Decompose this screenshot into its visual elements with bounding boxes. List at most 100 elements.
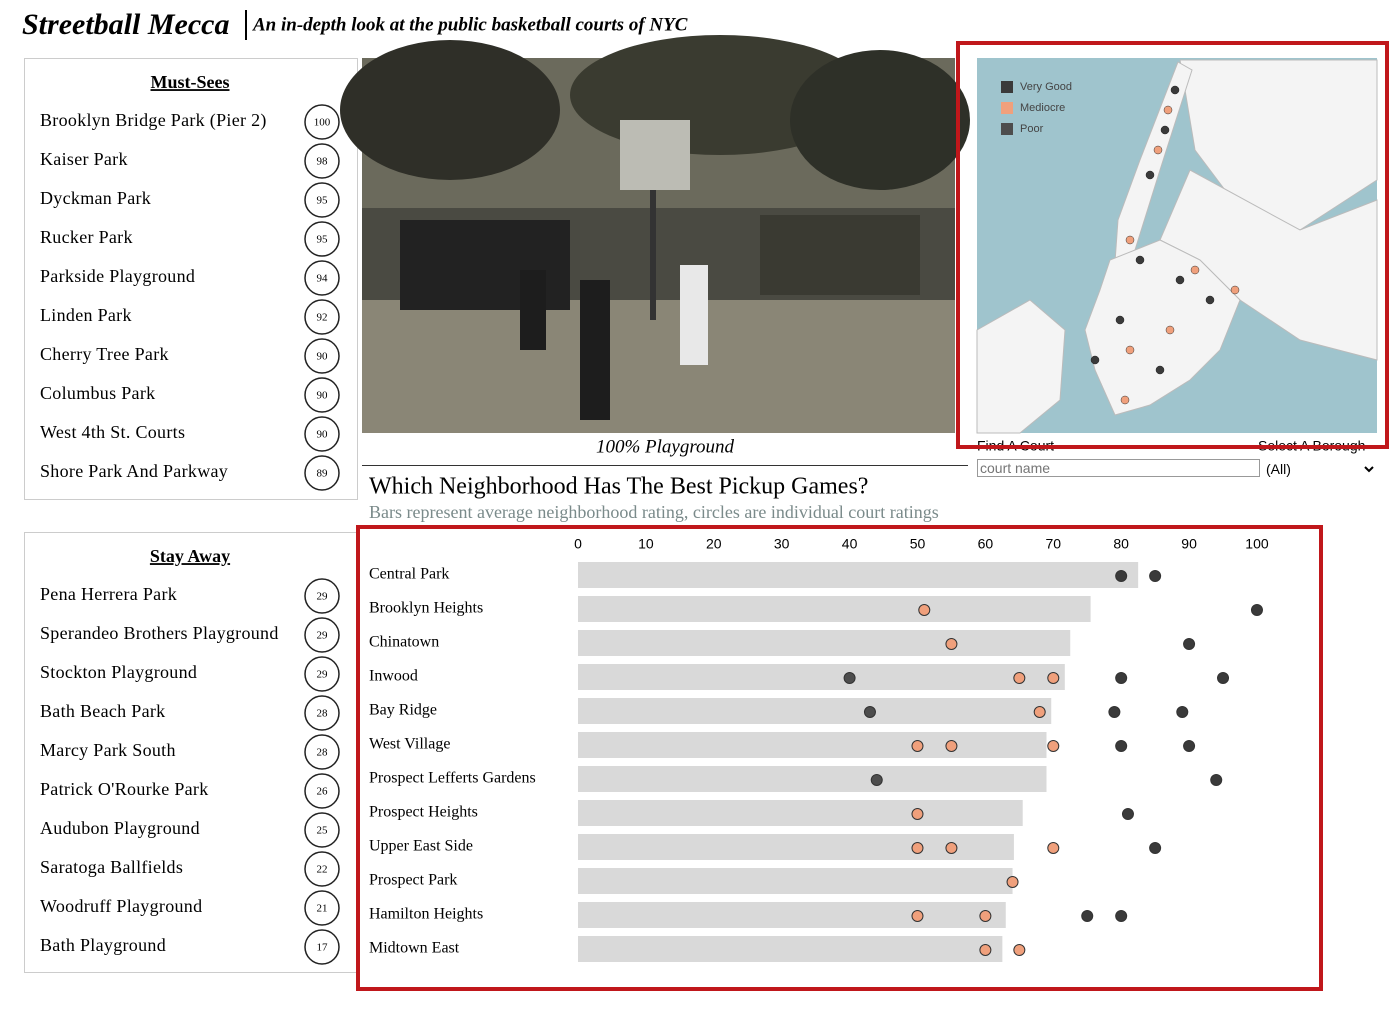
court-rating [1115,672,1128,684]
court-name: Stockton Playground [40,662,197,682]
category-label: Prospect Park [369,872,457,889]
court-name: Rucker Park [40,227,133,247]
court-score: 94 [317,273,329,285]
court-name: Audubon Playground [40,818,200,838]
x-tick-label: 60 [978,536,994,552]
court-rating [945,740,958,752]
score-badge [304,890,340,926]
court-rating [863,706,876,718]
court-rating [1033,706,1046,718]
court-rating [1121,808,1134,820]
legend-swatch [1001,81,1013,93]
bar [578,868,1013,894]
page-title: Streetball Mecca [22,8,229,41]
score-badge [304,377,340,413]
court-score: 92 [317,312,328,324]
court-score: 26 [317,786,329,798]
x-tick-label: 70 [1045,536,1061,552]
court-name: Parkside Playground [40,266,195,286]
chart-title: Which Neighborhood Has The Best Pickup G… [369,474,868,500]
court-rating [918,604,931,616]
court-name: Saratoga Ballfields [40,857,183,877]
court-score: 95 [317,234,329,246]
court-score: 22 [317,864,328,876]
score-badge [304,929,340,965]
court-rating [1013,944,1026,956]
court-name: Woodruff Playground [40,896,202,916]
score-badge [304,734,340,770]
court-rating [979,910,992,922]
court-score: 25 [317,825,329,837]
page-subtitle: An in-depth look at the public basketbal… [252,14,688,35]
x-tick-label: 10 [638,536,654,552]
score-badge [304,338,340,374]
score-badge [304,104,340,140]
court-score: 29 [317,630,329,642]
x-tick-label: 50 [910,536,926,552]
court-score: 95 [317,195,329,207]
court-rating [1115,740,1128,752]
court-score: 29 [317,669,329,681]
court-score: 28 [317,747,329,759]
score-badge [304,143,340,179]
category-label: Upper East Side [369,838,473,855]
bar [578,698,1052,724]
x-tick-label: 80 [1113,536,1129,552]
court-rating [1115,570,1128,582]
court-rating [1047,842,1060,854]
x-tick-label: 0 [574,536,582,552]
legend-label: Poor [1020,123,1044,135]
court-name: Marcy Park South [40,740,176,760]
bar [578,596,1091,622]
score-badge [304,260,340,296]
score-badge [304,578,340,614]
bar [578,834,1014,860]
x-tick-label: 40 [842,536,858,552]
category-label: Prospect Heights [369,804,478,821]
list-title: Must-Sees [151,72,230,92]
bar [578,766,1047,792]
court-name: Shore Park And Parkway [40,461,228,481]
court-search-input[interactable] [977,459,1260,477]
court-name: Linden Park [40,305,132,325]
court-rating [1108,706,1121,718]
court-rating [1115,910,1128,922]
score-badge [304,773,340,809]
court-score: 98 [317,156,329,168]
category-label: Midtown East [369,940,460,957]
category-label: Inwood [369,668,418,685]
court-rating [1183,740,1196,752]
score-badge [304,221,340,257]
court-name: Bath Beach Park [40,701,165,721]
court-rating [945,638,958,650]
x-tick-label: 20 [706,536,722,552]
court-rating [870,774,883,786]
bar [578,562,1139,588]
legend-label: Mediocre [1020,102,1065,114]
must-sees-panel [24,58,358,500]
borough-select[interactable]: (All) [1262,459,1377,479]
court-rating [1149,842,1162,854]
court-rating [1081,910,1094,922]
x-tick-label: 30 [774,536,790,552]
legend-swatch [1001,123,1013,135]
court-name: Sperandeo Brothers Playground [40,623,279,643]
x-tick-label: 90 [1181,536,1197,552]
court-rating [1006,876,1019,888]
score-badge [304,656,340,692]
chart-subtitle: Bars represent average neighborhood rati… [369,502,939,522]
court-score: 89 [317,468,329,480]
category-label: Brooklyn Heights [369,600,483,617]
bar [578,936,1003,962]
category-label: Prospect Lefferts Gardens [369,770,536,787]
court-score: 90 [317,351,329,363]
legend-swatch [1001,102,1013,114]
court-score: 90 [317,390,329,402]
photo [340,35,970,433]
court-rating [1210,774,1223,786]
highlight-box [356,525,1323,991]
score-badge [304,851,340,887]
court-name: West 4th St. Courts [40,422,185,442]
